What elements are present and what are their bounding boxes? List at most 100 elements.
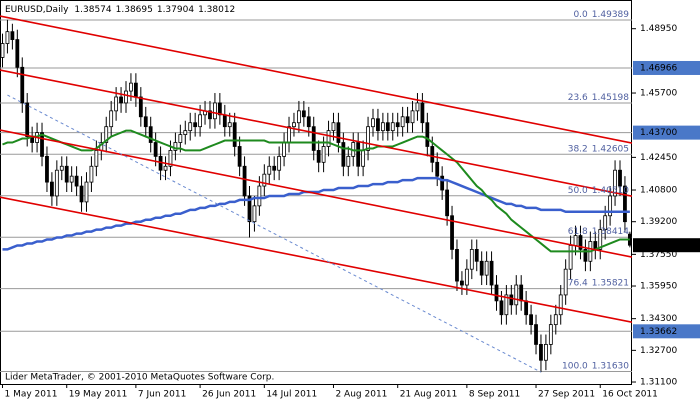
y-tick-label: 1.48950 <box>640 24 677 34</box>
x-tick-label: 21 Aug 2011 <box>400 390 458 400</box>
candle-body <box>247 195 252 223</box>
candle-body <box>287 126 291 143</box>
candle-body <box>440 175 445 191</box>
candle-body <box>514 284 519 306</box>
candle-body <box>361 150 366 167</box>
candle-body <box>306 116 311 128</box>
candle-body <box>568 245 573 270</box>
moving-average <box>2 176 630 251</box>
candle-body <box>455 249 459 282</box>
candle-body <box>341 142 346 167</box>
candle-body <box>336 122 341 143</box>
candle-body <box>277 155 282 171</box>
candle-body <box>321 146 326 163</box>
fib-ratio: 50.0 <box>568 185 588 195</box>
fib-ratio: 0.0 <box>573 10 588 20</box>
trend-line <box>0 129 632 258</box>
candle-body <box>553 314 558 326</box>
candle-body <box>474 249 479 262</box>
candle-body <box>242 165 247 197</box>
candle-body <box>420 102 425 124</box>
candle-body <box>222 114 227 128</box>
y-tick-label: 1.32700 <box>640 346 677 356</box>
candle-body <box>296 110 301 124</box>
candle-body <box>400 116 405 128</box>
candle-body <box>504 294 509 316</box>
candle-body <box>371 118 375 128</box>
candle-body <box>380 122 385 132</box>
candle-body <box>316 150 321 163</box>
candle-body <box>544 344 548 361</box>
candle-body <box>603 215 608 231</box>
fib-label: 100.0 1.31630 <box>562 361 629 371</box>
candle-body <box>484 260 489 276</box>
fib-price: 1.31630 <box>592 361 629 371</box>
fib-ratio: 100.0 <box>562 361 588 371</box>
price-level-box <box>633 125 700 140</box>
candle-body <box>64 165 69 183</box>
candle-body <box>129 82 133 92</box>
candle-body <box>104 126 109 143</box>
x-tick-label: 27 Sep 2011 <box>538 390 595 400</box>
candle-body <box>464 268 469 286</box>
price-level-box <box>633 60 700 75</box>
price-level-box <box>633 324 700 339</box>
fib-ratio: 76.4 <box>568 278 588 288</box>
y-tick-label: 1.45700 <box>640 89 677 99</box>
candle-body <box>143 116 148 128</box>
candle-body <box>114 96 119 112</box>
candle-body <box>578 235 583 250</box>
fib-label: 0.0 1.49389 <box>573 10 629 20</box>
candle-body <box>267 165 272 175</box>
candle-body <box>499 300 504 316</box>
candle-body <box>623 185 627 223</box>
candle-body <box>59 165 64 171</box>
candle-body <box>460 280 464 286</box>
candle-body <box>153 142 158 157</box>
candle-body <box>168 150 173 167</box>
candle-body <box>563 268 568 296</box>
candle-body <box>489 260 494 286</box>
candle-body <box>183 130 188 135</box>
fib-label: 61.8 1.38414 <box>568 227 630 237</box>
candle-body <box>262 173 267 187</box>
candle-body <box>445 189 450 217</box>
current-price-label: 1.38012 <box>640 241 677 251</box>
dashed-trend-line <box>7 94 542 373</box>
credit: Lider MetaTrader, © 2001-2010 MetaQuotes… <box>5 373 274 383</box>
y-tick-label: 1.31100 <box>640 378 677 388</box>
candle-body <box>119 96 123 104</box>
candle-body <box>405 116 410 124</box>
candle-body <box>15 39 20 68</box>
candle-body <box>366 126 370 151</box>
candle-body <box>415 102 420 112</box>
y-tick-label: 1.39200 <box>640 217 677 227</box>
x-tick-label: 14 Jul 2011 <box>266 390 317 400</box>
x-tick-label: 7 Jun 2011 <box>138 390 186 400</box>
fib-price: 1.45198 <box>592 92 629 102</box>
trend-line <box>0 196 632 324</box>
candle-body <box>50 181 54 197</box>
price-level-label: 1.43700 <box>640 128 677 138</box>
candle-body <box>356 142 361 167</box>
candle-body <box>608 195 613 217</box>
candle-body <box>227 122 232 128</box>
fib-price: 1.42605 <box>592 144 629 154</box>
candle-body <box>188 122 193 132</box>
fib-ratio: 61.8 <box>568 227 588 237</box>
candle-body <box>10 31 15 40</box>
x-tick-label: 19 May 2011 <box>69 390 128 400</box>
candle-body <box>395 122 400 128</box>
moving-average <box>2 129 630 253</box>
candle-body <box>583 249 588 262</box>
candle-body <box>524 300 529 316</box>
candle-body <box>232 122 237 147</box>
candle-body <box>193 122 198 128</box>
header-low: 1.37904 <box>157 5 194 15</box>
y-tick-label: 1.40800 <box>640 186 677 196</box>
candle-body <box>301 110 306 118</box>
candle-body <box>237 146 242 167</box>
x-tick-label: 26 Jun 2011 <box>202 390 256 400</box>
candle-body <box>613 169 617 197</box>
